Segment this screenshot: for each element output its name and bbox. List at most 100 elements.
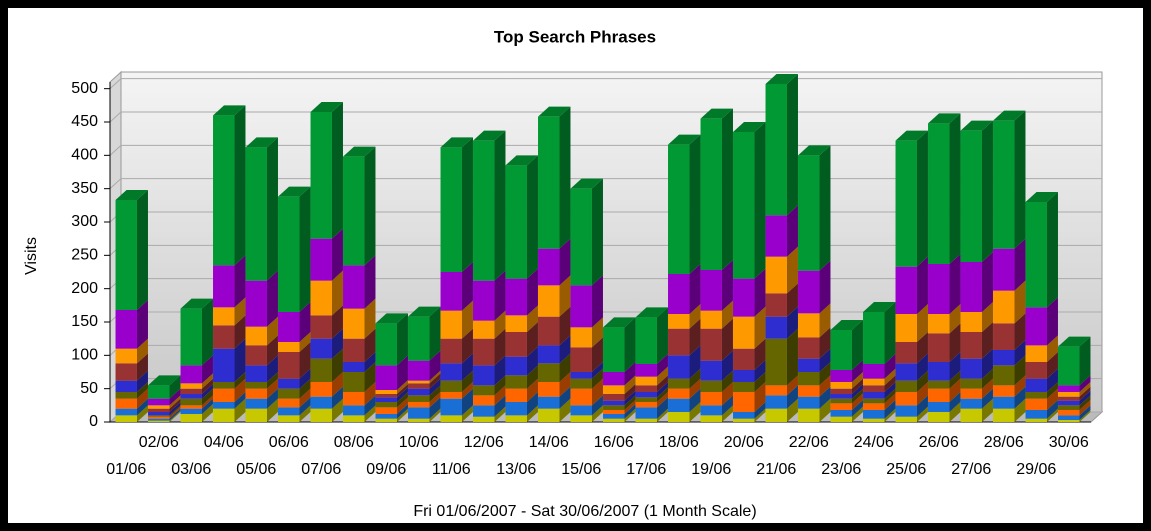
x-tick-label: 08/06	[334, 434, 374, 451]
bar-segment	[440, 363, 462, 381]
bar-segment	[603, 385, 625, 394]
bar-segment	[1025, 418, 1047, 422]
bar-side	[429, 408, 441, 422]
bar-segment	[993, 323, 1015, 350]
bar-segment	[408, 402, 430, 408]
bar-segment	[1058, 396, 1080, 401]
bar-side	[559, 398, 571, 422]
bar-segment	[895, 392, 917, 406]
bar-segment	[115, 310, 137, 349]
bar-side	[884, 388, 896, 404]
bar-side	[461, 262, 473, 311]
x-tick-label: 10/06	[399, 434, 439, 451]
bar-side	[916, 304, 928, 342]
bar-side	[1046, 368, 1058, 392]
bar-side	[526, 346, 538, 376]
x-tick-label: 05/06	[236, 461, 276, 478]
bar-top	[408, 306, 441, 317]
bar-side	[851, 372, 863, 389]
bar-side	[494, 310, 506, 339]
bar-segment	[538, 116, 560, 249]
bar-segment	[310, 238, 332, 281]
bar-segment	[180, 388, 202, 394]
bar-side	[624, 375, 636, 394]
bar-side	[364, 328, 376, 362]
bar-side	[786, 328, 798, 386]
bar-side	[591, 395, 603, 416]
bar-segment	[830, 370, 852, 382]
bar-side	[884, 382, 896, 399]
bar-side	[201, 298, 213, 366]
bar-segment	[765, 316, 787, 339]
bar-segment	[408, 316, 430, 361]
bar-segment	[700, 328, 722, 361]
bar-segment	[473, 338, 495, 366]
bar-side	[689, 368, 701, 389]
bar-segment	[700, 270, 722, 311]
bar-segment	[180, 365, 202, 384]
bar-segment	[310, 315, 332, 339]
bar-segment	[148, 405, 170, 409]
bar-side	[851, 384, 863, 399]
bar-side	[819, 260, 831, 314]
bar-side	[526, 405, 538, 422]
bar-segment	[505, 388, 527, 402]
bar-side	[461, 382, 473, 399]
bar-side	[656, 382, 668, 398]
bar-side	[169, 375, 181, 399]
bar-top	[375, 313, 408, 324]
bar-side	[169, 398, 181, 412]
bar-side	[396, 380, 408, 394]
bar-side	[201, 398, 213, 414]
bar-segment	[115, 200, 137, 310]
bar-segment	[1058, 385, 1080, 392]
bar-side	[169, 410, 181, 422]
bar-side	[591, 378, 603, 406]
y-tick-label: 300	[71, 213, 98, 230]
bar-side	[786, 375, 798, 396]
bar-side	[331, 398, 343, 422]
bar-segment	[603, 400, 625, 406]
bar-segment	[440, 310, 462, 339]
bar-side	[689, 388, 701, 412]
bar-side	[949, 254, 961, 314]
bar-segment	[993, 365, 1015, 386]
bar-side	[754, 372, 766, 392]
bar-segment	[895, 416, 917, 422]
bar-segment	[245, 147, 267, 281]
bar-segment	[538, 408, 560, 422]
bar-side	[624, 400, 636, 414]
bar-segment	[733, 278, 755, 317]
bar-side	[396, 404, 408, 419]
bar-segment	[993, 120, 1015, 249]
x-tick-label: 20/06	[724, 434, 764, 451]
bar-side	[201, 378, 213, 394]
bar-segment	[960, 332, 982, 359]
bar-segment	[115, 398, 137, 409]
x-tick-label: 24/06	[854, 434, 894, 451]
bar-side	[851, 320, 863, 370]
bar-segment	[635, 407, 657, 419]
bar-side	[201, 355, 213, 384]
bar-side	[884, 302, 896, 364]
bar-side	[494, 406, 506, 422]
bar-side	[331, 102, 343, 239]
bar-side	[299, 378, 311, 399]
bar-side	[364, 352, 376, 372]
bar-segment	[505, 356, 527, 376]
bar-segment	[733, 348, 755, 370]
bar-segment	[180, 398, 202, 406]
bar-segment	[473, 405, 495, 417]
bar-top	[180, 298, 213, 309]
bar-side	[721, 260, 733, 311]
bar-segment	[798, 358, 820, 372]
x-tick-label: 21/06	[756, 461, 796, 478]
bar-segment	[960, 262, 982, 312]
x-tick-label: 23/06	[821, 461, 861, 478]
bar-segment	[180, 414, 202, 422]
x-tick-label: 06/06	[269, 434, 309, 451]
bar-segment	[668, 412, 690, 422]
bar-segment	[863, 312, 885, 364]
bar-segment	[245, 345, 267, 366]
bar-segment	[343, 372, 365, 392]
